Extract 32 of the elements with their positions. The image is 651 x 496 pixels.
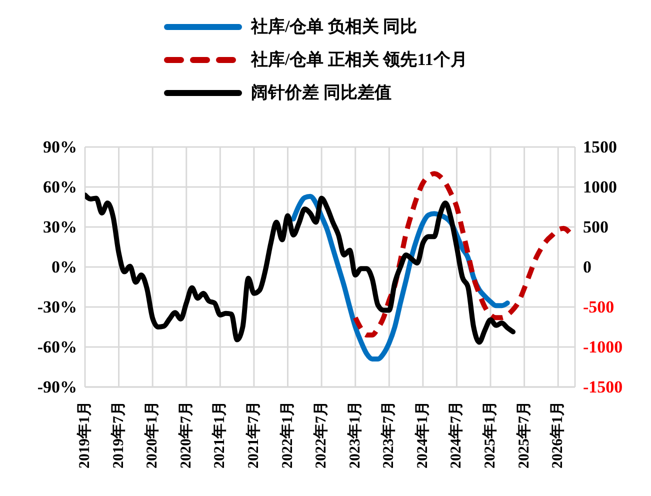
y2-tick-label: 500 xyxy=(583,218,608,236)
x-tick-label: 2022年7月 xyxy=(312,401,330,468)
x-tick-label: 2019年1月 xyxy=(76,401,93,468)
x-tick-label: 2021年1月 xyxy=(211,401,228,468)
x-tick-label: 2024年1月 xyxy=(414,401,431,468)
x-tick-label: 2020年7月 xyxy=(177,401,194,468)
y2-tick-label: 0 xyxy=(583,258,592,276)
x-tick-label: 2019年7月 xyxy=(110,401,127,468)
x-tick-label: 2025年1月 xyxy=(482,401,499,468)
y2-tick-label: -1000 xyxy=(583,338,623,356)
x-tick-label: 2026年1月 xyxy=(549,401,566,468)
y-tick-label: -30% xyxy=(37,298,77,316)
y-tick-label: -60% xyxy=(37,338,77,356)
x-tick-label: 2021年7月 xyxy=(244,401,262,468)
legend-label: 阔针价差 同比差值 xyxy=(251,82,392,104)
x-tick-label: 2022年1月 xyxy=(278,401,296,468)
y-tick-label: -90% xyxy=(37,378,77,396)
y2-tick-label: -1500 xyxy=(583,378,623,396)
y-tick-label: 90% xyxy=(43,138,77,156)
x-tick-label: 2023年1月 xyxy=(346,401,364,468)
x-tick-label: 2020年1月 xyxy=(144,401,161,468)
y-tick-label: 0% xyxy=(52,258,77,276)
y2-tick-label: -500 xyxy=(583,298,614,316)
legend-label: 社库/仓单 正相关 领先11个月 xyxy=(251,49,468,71)
y2-tick-label: 1500 xyxy=(583,138,617,156)
x-tick-label: 2024年7月 xyxy=(448,401,465,468)
y2-tick-label: 1000 xyxy=(583,178,617,196)
y-tick-label: 60% xyxy=(43,178,77,196)
x-tick-label: 2023年7月 xyxy=(380,401,398,468)
y-tick-label: 30% xyxy=(43,218,77,236)
legend-label: 社库/仓单 负相关 同比 xyxy=(251,16,418,38)
x-tick-label: 2025年7月 xyxy=(515,401,532,468)
